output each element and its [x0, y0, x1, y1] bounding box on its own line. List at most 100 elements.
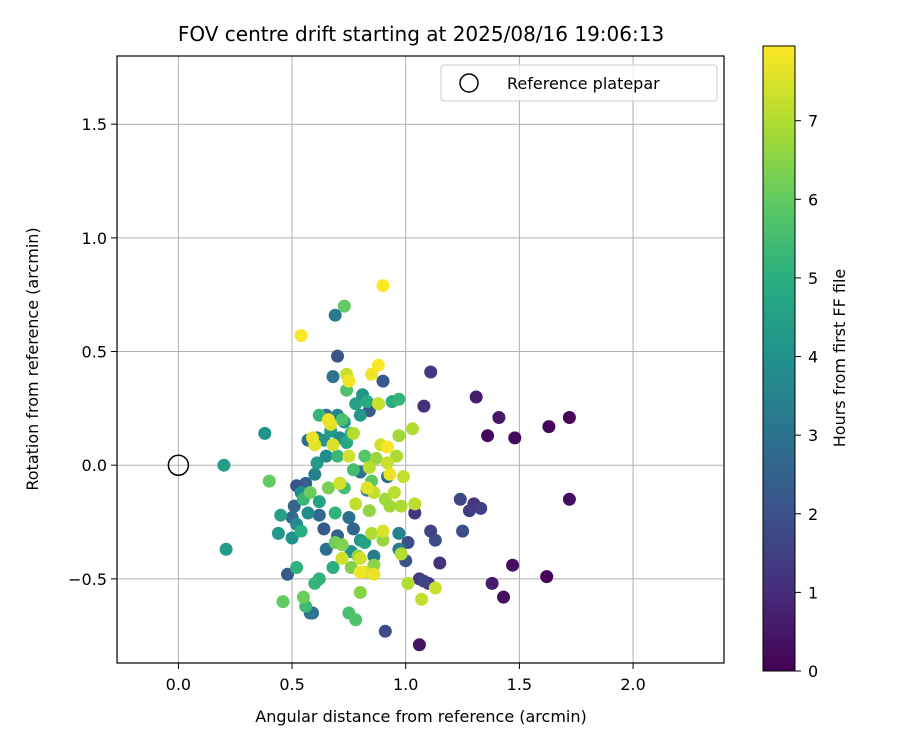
colorbar-tick-label: 7	[808, 112, 818, 131]
data-point	[474, 501, 488, 515]
data-point	[331, 449, 344, 463]
chart-title: FOV centre drift starting at 2025/08/16 …	[178, 22, 664, 46]
data-point	[392, 526, 406, 540]
data-point	[335, 551, 349, 565]
data-point	[424, 365, 438, 379]
y-tick-label: 1.0	[82, 229, 107, 248]
reference-marker-layer	[167, 454, 190, 476]
x-tick-label: 1.0	[393, 675, 418, 694]
data-point	[321, 413, 335, 427]
data-point	[349, 397, 363, 411]
data-point	[462, 504, 476, 518]
data-point	[408, 506, 422, 520]
data-point	[508, 431, 522, 445]
data-point	[453, 492, 467, 506]
data-point	[326, 438, 340, 452]
legend-reference-marker	[459, 73, 479, 93]
data-point	[371, 397, 385, 411]
data-point	[424, 524, 438, 538]
data-point	[406, 422, 419, 436]
colorbar-tick-label: 3	[808, 426, 818, 445]
data-point	[365, 367, 379, 381]
data-point	[360, 481, 374, 495]
data-point	[276, 595, 290, 609]
data-point	[376, 279, 390, 293]
colorbar: 0 1 2 3 4 5 6 7 Hours from first FF file	[762, 45, 849, 681]
data-point	[328, 308, 342, 322]
data-point	[367, 567, 381, 581]
legend-box	[440, 64, 718, 102]
data-point	[294, 524, 308, 538]
data-point	[353, 408, 367, 422]
data-point	[392, 429, 406, 443]
colorbar-tick-label: 6	[808, 190, 818, 209]
data-point	[396, 470, 410, 484]
data-point	[456, 524, 470, 538]
colorbar-tick-label: 1	[808, 583, 818, 602]
data-point	[428, 581, 442, 595]
data-point	[310, 456, 324, 470]
data-point	[271, 526, 285, 540]
grid-lines	[117, 56, 724, 663]
data-point	[217, 458, 231, 472]
data-point	[306, 431, 319, 445]
data-point	[285, 531, 299, 545]
data-point	[369, 451, 383, 465]
data-point	[308, 467, 322, 481]
colorbar-label: Hours from first FF file	[830, 269, 849, 448]
data-point	[303, 486, 317, 499]
data-point	[415, 592, 429, 606]
data-point	[308, 576, 322, 590]
data-point	[376, 524, 390, 538]
data-point	[353, 551, 367, 565]
data-point	[301, 506, 315, 520]
data-point	[362, 461, 376, 474]
colorbar-gradient	[762, 45, 796, 672]
reference-platepar-marker	[167, 454, 190, 476]
y-axis-ticks: −0.5 0.0 0.5 1.0 1.5	[68, 115, 117, 589]
data-point	[262, 474, 276, 488]
data-point	[394, 547, 408, 561]
data-point	[394, 499, 408, 513]
x-tick-label: 2.0	[620, 675, 645, 694]
legend-entry-reference-platepar: Reference platepar	[507, 74, 660, 93]
data-point	[326, 370, 340, 384]
data-point	[469, 390, 483, 404]
data-point	[433, 556, 447, 570]
data-point	[287, 499, 301, 513]
data-point	[383, 467, 397, 481]
data-point	[319, 449, 333, 463]
data-point	[562, 492, 576, 506]
y-axis-label: Rotation from reference (arcmin)	[23, 227, 42, 490]
colorbar-ticks: 0 1 2 3 4 5 6 7	[795, 112, 818, 681]
data-point	[337, 299, 351, 313]
x-tick-label: 0.5	[279, 675, 304, 694]
data-point	[328, 506, 342, 520]
data-point	[401, 536, 415, 549]
x-tick-label: 0.0	[166, 675, 191, 694]
data-point	[371, 358, 385, 372]
data-point	[362, 504, 376, 518]
data-point	[506, 558, 520, 572]
data-point	[492, 411, 506, 424]
data-point	[383, 499, 397, 513]
scatter-points	[217, 279, 576, 652]
data-point	[312, 508, 326, 522]
data-point	[333, 476, 347, 490]
colorbar-tick-label: 0	[808, 662, 818, 681]
data-point	[312, 495, 326, 509]
data-point	[317, 522, 331, 536]
x-axis-label: Angular distance from reference (arcmin)	[255, 707, 586, 726]
plot-area-frame	[116, 55, 725, 664]
data-point	[417, 399, 431, 413]
data-point	[294, 329, 308, 343]
data-point	[358, 536, 372, 549]
data-point	[387, 486, 401, 499]
data-point	[365, 526, 379, 540]
data-point	[331, 349, 344, 363]
data-point	[401, 576, 415, 590]
x-tick-label: 1.5	[507, 675, 532, 694]
data-point	[417, 574, 431, 588]
data-point	[392, 392, 406, 406]
